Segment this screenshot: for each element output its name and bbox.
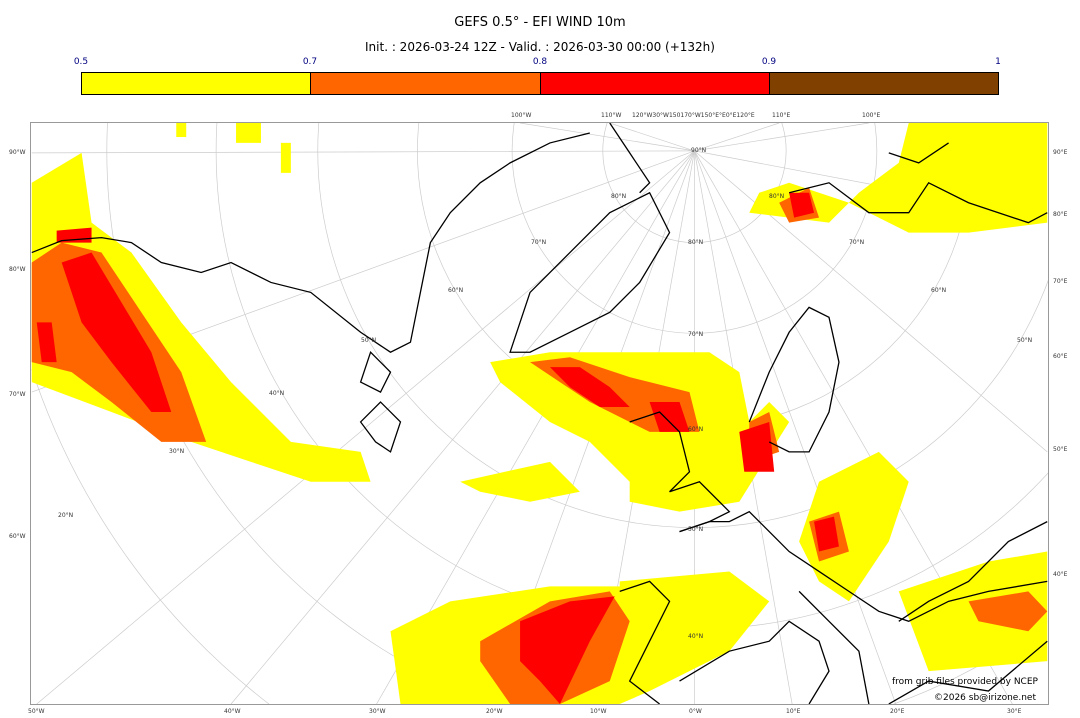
- lat-label: 90°N: [691, 147, 707, 154]
- map-panel[interactable]: 90°N 80°N 70°N 60°N 50°N 40°N 80°N 70°N …: [30, 122, 1049, 705]
- lat-label: 40°N: [269, 390, 285, 397]
- lon-label: 120°W30°W150170°W150°E°E0°E120°E: [632, 112, 755, 119]
- lon-label: 20°W: [486, 708, 503, 715]
- colorbar-tick: 0.7: [302, 57, 318, 67]
- colorbar-tick: 1: [995, 57, 1001, 67]
- lat-label: 50°N: [1017, 337, 1033, 344]
- lat-label: 80°N: [688, 239, 704, 246]
- lon-label: 40°W: [224, 708, 241, 715]
- colorbar-tick: 0.8: [532, 57, 548, 67]
- lat-label: 70°N: [531, 239, 547, 246]
- lat-label: 20°N: [58, 512, 74, 519]
- copyright: ©2026 sb@irizone.net: [934, 693, 1036, 703]
- lon-label: 110°W: [601, 112, 622, 119]
- lon-label: 10°E: [786, 708, 801, 715]
- lon-label: 40°E: [1053, 571, 1068, 578]
- lon-label: 30°W: [369, 708, 386, 715]
- colorbar-segment: [82, 73, 312, 94]
- lon-label: 100°E: [862, 112, 881, 119]
- lon-label: 90°E: [1053, 149, 1068, 156]
- lat-label: 50°N: [688, 526, 704, 533]
- lat-label: 60°N: [931, 287, 947, 294]
- map-canvas: [31, 123, 1048, 704]
- coastlines: [31, 123, 1048, 704]
- lon-label: 90°W: [9, 149, 26, 156]
- colorbar-segment: [540, 73, 770, 94]
- lat-label: 60°N: [688, 426, 704, 433]
- lon-label: 60°W: [9, 533, 26, 540]
- lat-label: 80°N: [769, 193, 785, 200]
- wind-efi-red: [36, 192, 839, 704]
- lat-label: 60°N: [448, 287, 464, 294]
- lon-label: 0°W: [689, 708, 702, 715]
- lat-label: 70°N: [849, 239, 865, 246]
- colorbar-segment: [769, 73, 998, 94]
- source-credit: from grib files provided by NCEP: [892, 677, 1038, 687]
- lat-label: 40°N: [688, 633, 704, 640]
- colorbar-tick: 0.9: [761, 57, 777, 67]
- lon-label: 50°E: [1053, 446, 1068, 453]
- lon-label: 110°E: [772, 112, 791, 119]
- lat-label: 70°N: [688, 331, 704, 338]
- lon-label: 20°E: [890, 708, 905, 715]
- colorbar: [81, 72, 999, 95]
- colorbar-segment: [311, 73, 541, 94]
- lat-label: 80°N: [611, 193, 627, 200]
- chart-subtitle: Init. : 2026-03-24 12Z - Valid. : 2026-0…: [365, 40, 715, 54]
- colorbar-tick: 0.5: [73, 57, 89, 67]
- lon-label: 70°E: [1053, 278, 1068, 285]
- lon-label: 70°W: [9, 391, 26, 398]
- lat-label: 30°N: [169, 448, 185, 455]
- lat-label: 50°N: [361, 337, 377, 344]
- lon-label: 60°E: [1053, 353, 1068, 360]
- lon-label: 10°W: [590, 708, 607, 715]
- lon-label: 80°W: [9, 266, 26, 273]
- chart-title: GEFS 0.5° - EFI WIND 10m: [454, 15, 626, 30]
- lon-label: 100°W: [511, 112, 532, 119]
- lon-label: 80°E: [1053, 211, 1068, 218]
- lon-label: 30°E: [1007, 708, 1022, 715]
- lon-label: 50°W: [28, 708, 45, 715]
